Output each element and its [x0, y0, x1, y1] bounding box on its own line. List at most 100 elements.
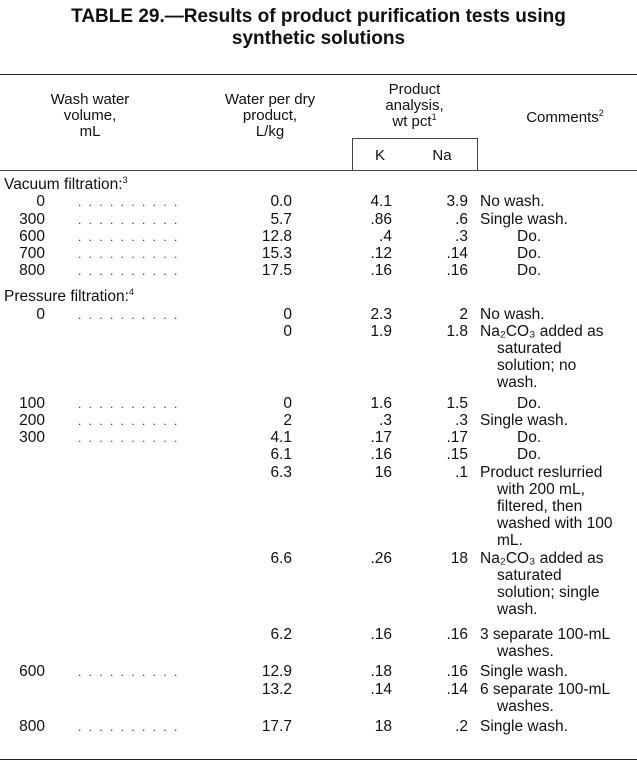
leader-dots: . . . . . . . . . .: [78, 414, 180, 428]
comment-line: Single wash.: [480, 211, 568, 228]
leader-dots: . . . . . . . . . .: [78, 213, 180, 227]
na-value-cell: .6: [455, 211, 468, 228]
comment-line: wash.: [497, 374, 538, 391]
k-value-cell: .16: [370, 446, 392, 463]
comment-line: solution; single: [497, 584, 600, 601]
header-na: Na: [432, 147, 452, 164]
comment-line: Na₂CO₃ added as: [480, 550, 604, 567]
comment-line: No wash.: [480, 306, 545, 323]
comment-line: Do.: [517, 245, 542, 262]
comment-line: saturated: [497, 340, 562, 357]
na-value-cell: 3.9: [446, 193, 468, 210]
k-value-cell: 18: [374, 718, 392, 735]
header-product-analysis: Product analysis, wt pct1: [385, 81, 444, 130]
water-per-dry-cell: 13.2: [261, 681, 292, 698]
comment-line: No wash.: [480, 193, 545, 210]
k-value-cell: .14: [370, 681, 392, 698]
water-per-dry-cell: 15.3: [261, 245, 292, 262]
wash-volume-cell: 100: [19, 395, 45, 412]
k-value-cell: 1.9: [370, 323, 392, 340]
k-value-cell: 2.3: [370, 306, 392, 323]
k-value-cell: .16: [370, 626, 392, 643]
k-value-cell: 1.6: [370, 395, 392, 412]
k-value-cell: 4.1: [370, 193, 392, 210]
na-value-cell: .14: [446, 245, 468, 262]
comment-line: Do.: [517, 395, 542, 412]
comment-line: Product reslurried: [480, 464, 603, 481]
wash-volume-cell: 600: [19, 228, 45, 245]
wash-volume-cell: 0: [36, 193, 45, 210]
comment-line: mL.: [497, 532, 523, 549]
water-per-dry-cell: 0: [283, 395, 292, 412]
comment-line: washes.: [497, 643, 554, 660]
leader-dots: . . . . . . . . . .: [78, 264, 180, 278]
analysis-rule: [352, 138, 477, 139]
comment-line: filtered, then: [497, 498, 583, 515]
comment-line: washed with 100: [497, 515, 613, 532]
na-value-cell: .1: [455, 464, 468, 481]
leader-dots: . . . . . . . . . .: [78, 397, 180, 411]
leader-dots: . . . . . . . . . .: [78, 230, 180, 244]
section-pressure-filtration: Pressure filtration:4: [4, 287, 134, 306]
water-per-dry-cell: 0: [283, 306, 292, 323]
table-title-line2: synthetic solutions: [231, 28, 406, 49]
na-value-cell: .16: [446, 626, 468, 643]
water-per-dry-cell: 5.7: [270, 211, 292, 228]
comment-line: solution; no: [497, 357, 577, 374]
section-vacuum-filtration: Vacuum filtration:3: [4, 175, 128, 194]
k-value-cell: 16: [374, 464, 392, 481]
na-value-cell: 1.5: [446, 395, 468, 412]
water-per-dry-cell: 0.0: [270, 193, 292, 210]
water-per-dry-cell: 4.1: [270, 429, 292, 446]
leader-dots: . . . . . . . . . .: [78, 308, 180, 322]
analysis-left-line: [352, 138, 353, 170]
header-water-per-dry: Water per dry product, L/kg: [224, 91, 316, 140]
comment-line: 3 separate 100-mL: [480, 626, 611, 643]
na-value-cell: .16: [446, 262, 468, 279]
wash-volume-cell: 300: [19, 429, 45, 446]
table-title-line1: TABLE 29.—Results of product purificatio…: [71, 6, 566, 27]
water-per-dry-cell: 6.2: [270, 626, 292, 643]
comment-line: Do.: [517, 429, 542, 446]
comment-line: 6 separate 100-mL: [480, 681, 611, 698]
comment-line: washes.: [497, 698, 554, 715]
k-value-cell: .4: [379, 228, 392, 245]
wash-volume-cell: 800: [19, 718, 45, 735]
na-value-cell: .16: [446, 663, 468, 680]
wash-volume-cell: 600: [19, 663, 45, 680]
na-value-cell: .15: [446, 446, 468, 463]
comment-line: Single wash.: [480, 412, 568, 429]
k-value-cell: .16: [370, 262, 392, 279]
wash-volume-cell: 0: [36, 306, 45, 323]
k-value-cell: .18: [370, 663, 392, 680]
comment-line: saturated: [497, 567, 562, 584]
header-wash-water: Wash water volume, mL: [50, 91, 130, 140]
water-per-dry-cell: 0: [283, 323, 292, 340]
comment-line: Do.: [517, 228, 542, 245]
na-value-cell: .14: [446, 681, 468, 698]
header-k: K: [374, 147, 385, 164]
water-per-dry-cell: 6.6: [270, 550, 292, 567]
top-rule: [0, 74, 637, 75]
wash-volume-cell: 300: [19, 211, 45, 228]
k-value-cell: .26: [370, 550, 392, 567]
leader-dots: . . . . . . . . . .: [78, 247, 180, 261]
water-per-dry-cell: 6.3: [270, 464, 292, 481]
na-value-cell: .17: [446, 429, 468, 446]
comment-line: Single wash.: [480, 663, 568, 680]
na-value-cell: .2: [455, 718, 468, 735]
leader-dots: . . . . . . . . . .: [78, 720, 180, 734]
leader-dots: . . . . . . . . . .: [78, 431, 180, 445]
comment-line: Do.: [517, 446, 542, 463]
water-per-dry-cell: 17.5: [261, 262, 292, 279]
na-value-cell: .3: [455, 228, 468, 245]
comment-line: with 200 mL,: [497, 481, 585, 498]
wash-volume-cell: 800: [19, 262, 45, 279]
water-per-dry-cell: 12.9: [261, 663, 292, 680]
k-value-cell: .86: [370, 211, 392, 228]
comment-line: wash.: [497, 601, 538, 618]
comment-line: Na₂CO₃ added as: [480, 323, 604, 340]
water-per-dry-cell: 12.8: [261, 228, 292, 245]
leader-dots: . . . . . . . . . .: [78, 665, 180, 679]
header-bottom-rule: [0, 170, 637, 171]
